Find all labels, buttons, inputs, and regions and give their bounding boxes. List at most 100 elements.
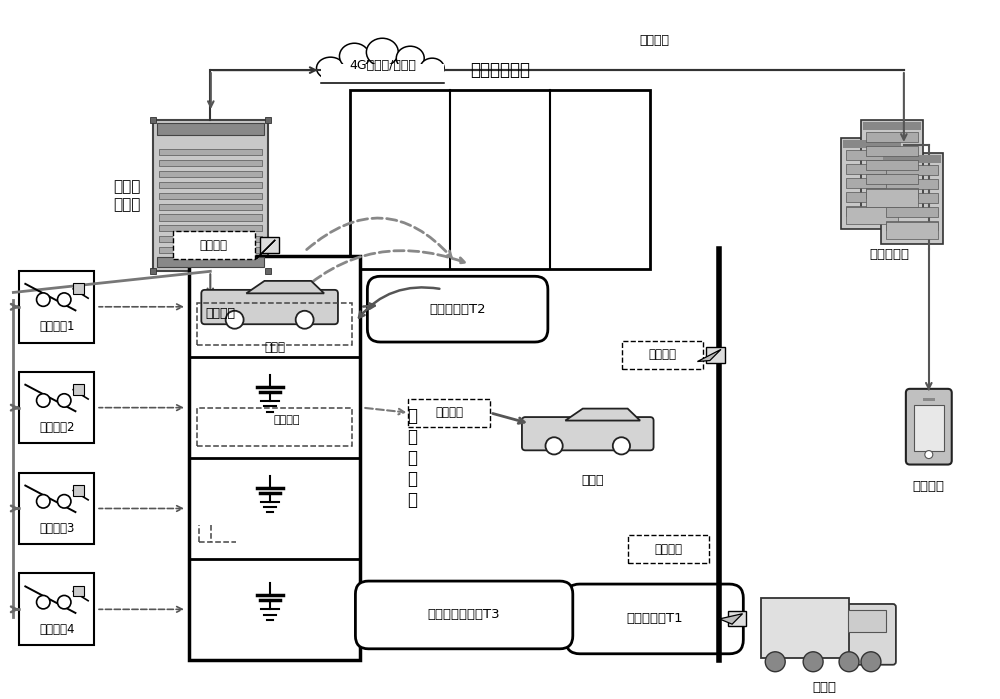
Bar <box>886 179 938 189</box>
Bar <box>866 173 918 184</box>
Ellipse shape <box>320 62 445 87</box>
Bar <box>265 268 271 274</box>
Circle shape <box>861 651 881 672</box>
FancyBboxPatch shape <box>840 604 896 665</box>
Bar <box>843 140 901 147</box>
Ellipse shape <box>420 58 444 78</box>
Bar <box>159 171 262 177</box>
Text: 集中式
充电堆: 集中式 充电堆 <box>114 180 141 212</box>
Bar <box>846 178 898 187</box>
Bar <box>159 182 262 187</box>
Bar <box>350 90 650 269</box>
Bar <box>863 122 921 130</box>
Bar <box>73 586 84 596</box>
Bar <box>159 159 262 166</box>
Bar <box>846 164 898 173</box>
Text: 云端服务器: 云端服务器 <box>869 248 909 261</box>
Bar <box>320 64 444 86</box>
FancyBboxPatch shape <box>355 581 573 649</box>
Bar <box>260 238 279 253</box>
Polygon shape <box>246 281 324 294</box>
Bar <box>73 384 84 395</box>
Bar <box>728 612 746 626</box>
Bar <box>157 257 264 267</box>
Text: 燃油车: 燃油车 <box>812 681 836 694</box>
Bar <box>159 247 262 253</box>
Text: 地感线圈: 地感线圈 <box>273 415 300 424</box>
Bar <box>622 341 703 369</box>
Circle shape <box>296 311 314 329</box>
Text: 车牌识别: 车牌识别 <box>655 542 683 556</box>
Bar <box>265 117 271 123</box>
Circle shape <box>37 394 50 408</box>
Bar <box>159 226 262 231</box>
Bar <box>19 271 94 343</box>
Text: 充电计时器T2: 充电计时器T2 <box>429 303 486 316</box>
Circle shape <box>839 651 859 672</box>
Text: 移车轨迹: 移车轨迹 <box>435 406 463 419</box>
Bar <box>19 372 94 443</box>
Bar <box>197 303 352 345</box>
Text: 车牌识别: 车牌识别 <box>200 239 228 252</box>
Ellipse shape <box>396 46 424 70</box>
Text: 车牌识别: 车牌识别 <box>649 349 677 361</box>
Bar <box>159 203 262 210</box>
Text: 电动车: 电动车 <box>581 474 604 487</box>
Bar <box>883 154 941 163</box>
Bar <box>197 233 240 257</box>
Bar <box>19 473 94 545</box>
Bar <box>761 598 849 658</box>
Circle shape <box>37 495 50 508</box>
Bar <box>189 257 360 660</box>
FancyBboxPatch shape <box>566 584 743 654</box>
Bar <box>173 231 255 259</box>
Bar <box>846 206 898 215</box>
Bar <box>923 398 935 401</box>
Bar <box>886 193 938 203</box>
FancyBboxPatch shape <box>367 276 548 342</box>
Bar <box>881 153 943 245</box>
Polygon shape <box>565 409 640 421</box>
Text: 进场计时器T1: 进场计时器T1 <box>626 612 683 626</box>
Text: 充电终端1: 充电终端1 <box>39 320 74 333</box>
Ellipse shape <box>366 38 398 66</box>
Text: 4G移动网/以太网: 4G移动网/以太网 <box>349 59 416 71</box>
Bar <box>408 399 490 426</box>
Circle shape <box>925 451 933 459</box>
Ellipse shape <box>317 57 344 79</box>
Text: 数据采集: 数据采集 <box>205 307 235 319</box>
Bar <box>848 610 886 632</box>
Bar <box>914 405 944 451</box>
Circle shape <box>57 596 71 609</box>
Circle shape <box>803 651 823 672</box>
Bar <box>886 165 938 175</box>
Bar <box>150 268 156 274</box>
Circle shape <box>765 651 785 672</box>
FancyBboxPatch shape <box>522 417 654 450</box>
Bar <box>157 123 264 135</box>
Circle shape <box>37 293 50 306</box>
Polygon shape <box>256 240 275 259</box>
Circle shape <box>226 311 244 329</box>
Polygon shape <box>697 350 721 361</box>
Bar <box>153 120 268 271</box>
Bar <box>886 222 938 240</box>
Bar <box>866 146 918 156</box>
Bar <box>846 150 898 160</box>
Text: 电
动
停
车
位: 电 动 停 车 位 <box>407 408 417 509</box>
Bar <box>866 132 918 142</box>
Bar <box>886 220 938 231</box>
Circle shape <box>37 596 50 609</box>
Bar <box>706 347 725 363</box>
Text: 充电终端3: 充电终端3 <box>39 522 74 535</box>
Bar <box>866 189 918 207</box>
Bar <box>866 187 918 198</box>
Text: 充电终端2: 充电终端2 <box>39 421 74 434</box>
Text: 充电终端4: 充电终端4 <box>39 623 74 636</box>
Text: 占位停车计时器T3: 占位停车计时器T3 <box>428 608 500 621</box>
Bar <box>73 283 84 294</box>
Bar <box>150 117 156 123</box>
Bar <box>628 535 709 563</box>
Bar <box>159 236 262 243</box>
Bar <box>73 485 84 496</box>
